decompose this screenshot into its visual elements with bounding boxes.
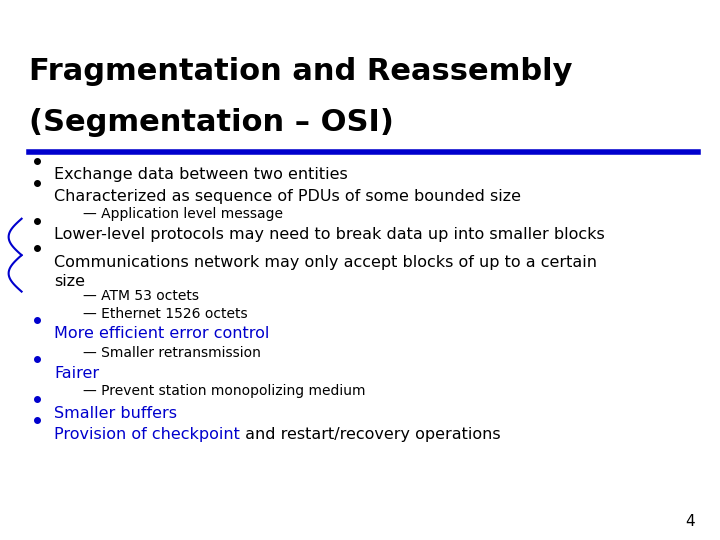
Text: Communications network may only accept blocks of up to a certain
size: Communications network may only accept b… bbox=[54, 255, 597, 289]
Text: — Prevent station monopolizing medium: — Prevent station monopolizing medium bbox=[83, 384, 365, 399]
Text: Lower-level protocols may need to break data up into smaller blocks: Lower-level protocols may need to break … bbox=[54, 227, 605, 242]
Text: — Ethernet 1526 octets: — Ethernet 1526 octets bbox=[83, 307, 248, 321]
Text: Smaller buffers: Smaller buffers bbox=[54, 406, 177, 421]
Text: 4: 4 bbox=[685, 514, 695, 529]
Text: Characterized as sequence of PDUs of some bounded size: Characterized as sequence of PDUs of som… bbox=[54, 189, 521, 204]
Text: More efficient error control: More efficient error control bbox=[54, 326, 269, 341]
Text: (Segmentation – OSI): (Segmentation – OSI) bbox=[29, 108, 394, 137]
Text: — Application level message: — Application level message bbox=[83, 207, 283, 221]
Text: Provision of checkpoint: Provision of checkpoint bbox=[54, 427, 240, 442]
Text: and restart/recovery operations: and restart/recovery operations bbox=[240, 427, 500, 442]
Text: Exchange data between two entities: Exchange data between two entities bbox=[54, 167, 348, 183]
Text: Fragmentation and Reassembly: Fragmentation and Reassembly bbox=[29, 57, 572, 86]
Text: — Smaller retransmission: — Smaller retransmission bbox=[83, 346, 261, 360]
Text: Fairer: Fairer bbox=[54, 366, 99, 381]
Text: — ATM 53 octets: — ATM 53 octets bbox=[83, 289, 199, 303]
